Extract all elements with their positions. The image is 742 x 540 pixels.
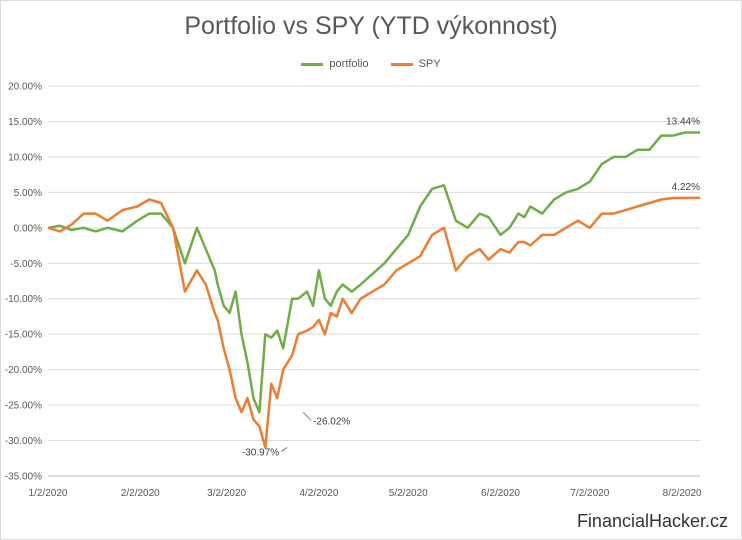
x-tick-label: 2/2/2020 — [121, 488, 160, 499]
data-label: -30.97% — [242, 447, 279, 458]
series-line-spy — [47, 196, 700, 449]
x-tick-label: 7/2/2020 — [570, 488, 609, 499]
y-tick-label: -20.00% — [5, 365, 42, 376]
y-tick-label: 20.00% — [8, 82, 42, 93]
y-tick-label: 5.00% — [14, 188, 42, 199]
data-label: 13.44% — [666, 117, 700, 128]
leader-line — [302, 411, 312, 421]
series-line-portfolio — [47, 131, 700, 414]
x-tick-label: 4/2/2020 — [299, 488, 338, 499]
legend-label-portfolio: portfolio — [329, 58, 369, 70]
data-label: 4.22% — [672, 182, 700, 193]
y-tick-label: -30.00% — [5, 436, 42, 447]
x-tick-label: 6/2/2020 — [481, 488, 520, 499]
data-label: -26.02% — [313, 416, 350, 427]
legend: portfolio SPY — [0, 58, 742, 70]
y-tick-label: -10.00% — [5, 294, 42, 305]
legend-item-portfolio: portfolio — [301, 58, 369, 70]
y-tick-label: -5.00% — [10, 259, 42, 270]
x-tick-label: 3/2/2020 — [207, 488, 246, 499]
y-tick-label: 10.00% — [8, 152, 42, 163]
chart-title: Portfolio vs SPY (YTD výkonnost) — [184, 12, 558, 40]
legend-label-spy: SPY — [418, 58, 441, 70]
y-tick-label: -25.00% — [5, 401, 42, 412]
y-tick-label: -35.00% — [5, 472, 42, 483]
legend-swatch-portfolio — [301, 62, 324, 66]
x-tick-label: 5/2/2020 — [389, 488, 428, 499]
y-tick-label: 0.00% — [14, 223, 42, 234]
y-tick-label: -15.00% — [5, 330, 42, 341]
y-tick-label: 15.00% — [8, 117, 42, 128]
legend-item-spy: SPY — [390, 58, 441, 70]
leader-line — [280, 447, 288, 452]
x-tick-label: 1/2/2020 — [29, 488, 68, 499]
x-tick-label: 8/2/2020 — [663, 488, 702, 499]
legend-swatch-spy — [390, 62, 413, 66]
watermark-text: FinancialHacker.cz — [576, 511, 728, 531]
